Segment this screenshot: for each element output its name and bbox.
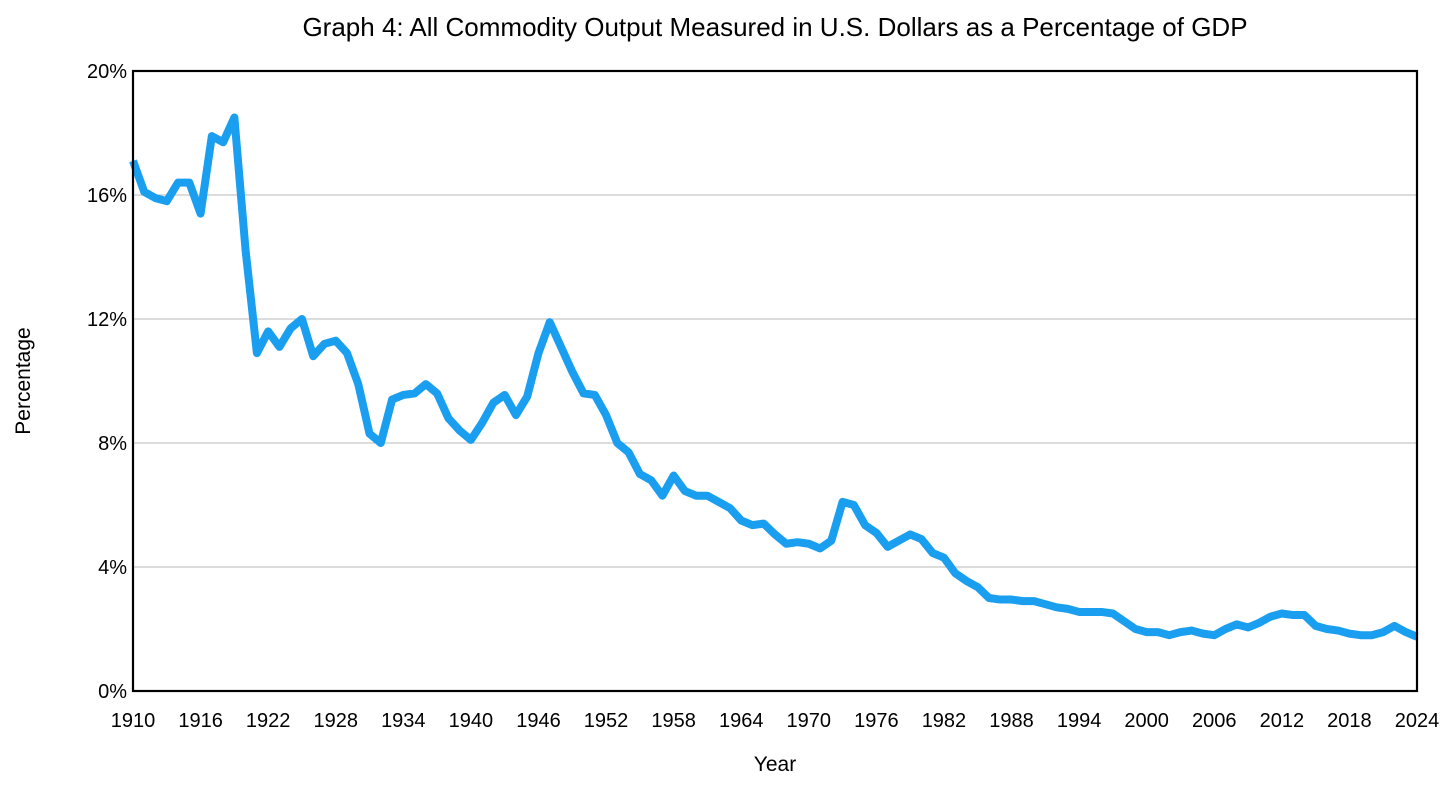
y-tick-label: 8% bbox=[98, 433, 127, 455]
y-tick-label: 0% bbox=[98, 681, 127, 703]
y-axis-ticks: 0% 4% 8% 12% 16% 20% bbox=[87, 61, 127, 703]
y-tick-label: 16% bbox=[87, 185, 127, 207]
x-tick-label: 1946 bbox=[516, 710, 561, 732]
x-tick-label: 1940 bbox=[449, 710, 494, 732]
x-tick-label: 1976 bbox=[854, 710, 899, 732]
gridlines bbox=[133, 194, 1417, 568]
x-tick-label: 1952 bbox=[584, 710, 629, 732]
chart-title: Graph 4: All Commodity Output Measured i… bbox=[302, 12, 1247, 42]
series-line-0 bbox=[129, 113, 1419, 641]
x-axis-ticks: 1910 1916 1922 1928 1934 1940 1946 1952 1958 1964… bbox=[111, 710, 1440, 732]
y-axis-title: Percentage bbox=[12, 327, 35, 434]
x-tick-label: 1982 bbox=[922, 710, 967, 732]
x-tick-label: 2018 bbox=[1327, 710, 1372, 732]
x-axis-title: Year bbox=[754, 753, 796, 776]
x-tick-label: 1994 bbox=[1057, 710, 1102, 732]
y-tick-label: 12% bbox=[87, 309, 127, 331]
y-tick-label: 20% bbox=[87, 61, 127, 83]
x-tick-label: 2012 bbox=[1260, 710, 1305, 732]
x-tick-label: 1934 bbox=[381, 710, 426, 732]
x-tick-label: 1910 bbox=[111, 710, 156, 732]
x-tick-label: 1970 bbox=[787, 710, 832, 732]
series-lines bbox=[129, 113, 1419, 641]
x-tick-label: 1928 bbox=[313, 710, 358, 732]
x-tick-label: 1958 bbox=[651, 710, 696, 732]
x-tick-label: 1922 bbox=[246, 710, 291, 732]
x-tick-label: 1988 bbox=[989, 710, 1034, 732]
x-tick-label: 2024 bbox=[1395, 710, 1440, 732]
x-tick-label: 2000 bbox=[1124, 710, 1169, 732]
x-tick-label: 1916 bbox=[178, 710, 223, 732]
x-tick-label: 2006 bbox=[1192, 710, 1237, 732]
y-tick-label: 4% bbox=[98, 557, 127, 579]
plot-frame bbox=[131, 69, 1419, 693]
x-tick-label: 1964 bbox=[719, 710, 764, 732]
